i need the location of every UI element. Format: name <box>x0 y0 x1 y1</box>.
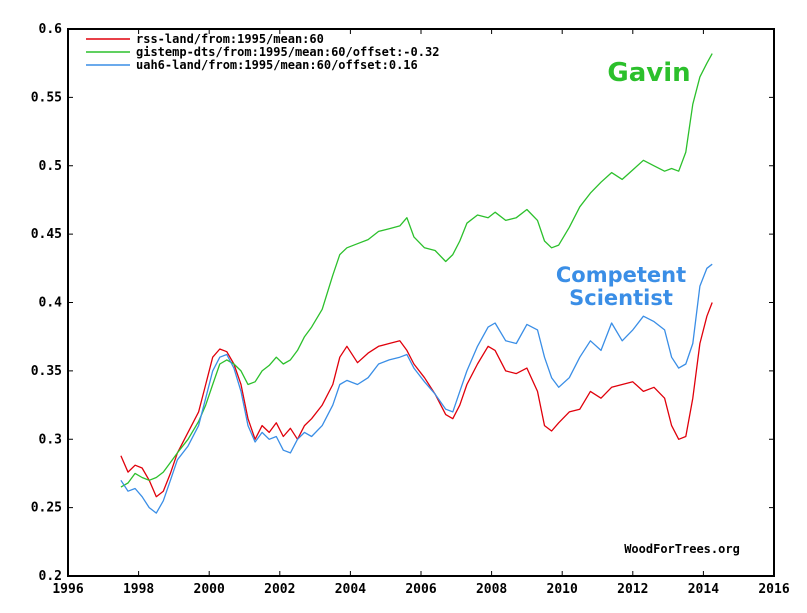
annotation-competent: Competent <box>556 263 686 287</box>
annotation-scientist: Scientist <box>569 286 673 310</box>
series-line-rss-land <box>120 302 713 498</box>
x-tick-label: 2016 <box>758 582 789 597</box>
axes: 0.2 0.25 0.3 0.35 0.4 0.45 0.5 0.55 0.6 1996 1998 2… <box>31 22 790 597</box>
annotation-gavin: Gavin <box>607 58 690 88</box>
x-tick-label: 2012 <box>617 582 648 597</box>
y-tick-label: 0.25 <box>31 501 62 516</box>
y-tick-label: 0.5 <box>39 159 62 174</box>
credit-label: WoodForTrees.org <box>624 542 740 556</box>
legend: rss-land/from:1995/mean:60gistemp-dts/fr… <box>86 32 439 72</box>
x-tick-label: 2008 <box>476 582 507 597</box>
y-tick-label: 0.3 <box>39 432 62 447</box>
y-tick-label: 0.4 <box>39 296 63 311</box>
x-tick-label: 1996 <box>52 582 83 597</box>
y-tick-label: 0.6 <box>39 22 63 37</box>
legend-label-gistemp-dts: gistemp-dts/from:1995/mean:60/offset:-0.… <box>136 45 439 59</box>
x-tick-label: 2010 <box>547 582 578 597</box>
series-group <box>120 53 713 514</box>
x-tick-label: 2014 <box>688 582 719 597</box>
x-tick-label: 2000 <box>194 582 225 597</box>
series-line-gistemp-dts <box>120 53 713 488</box>
y-tick-label: 0.35 <box>31 364 62 379</box>
x-tick-label: 2004 <box>335 582 366 597</box>
x-tick-label: 2002 <box>264 582 295 597</box>
y-tick-label: 0.2 <box>39 569 62 584</box>
series-line-uah6-land <box>120 263 713 514</box>
x-tick-label: 2006 <box>405 582 436 597</box>
y-tick-label: 0.45 <box>31 227 62 242</box>
x-tick-label: 1998 <box>123 582 154 597</box>
legend-label-rss-land: rss-land/from:1995/mean:60 <box>136 32 324 46</box>
y-tick-label: 0.55 <box>31 90 62 105</box>
legend-label-uah6-land: uah6-land/from:1995/mean:60/offset:0.16 <box>136 58 418 72</box>
